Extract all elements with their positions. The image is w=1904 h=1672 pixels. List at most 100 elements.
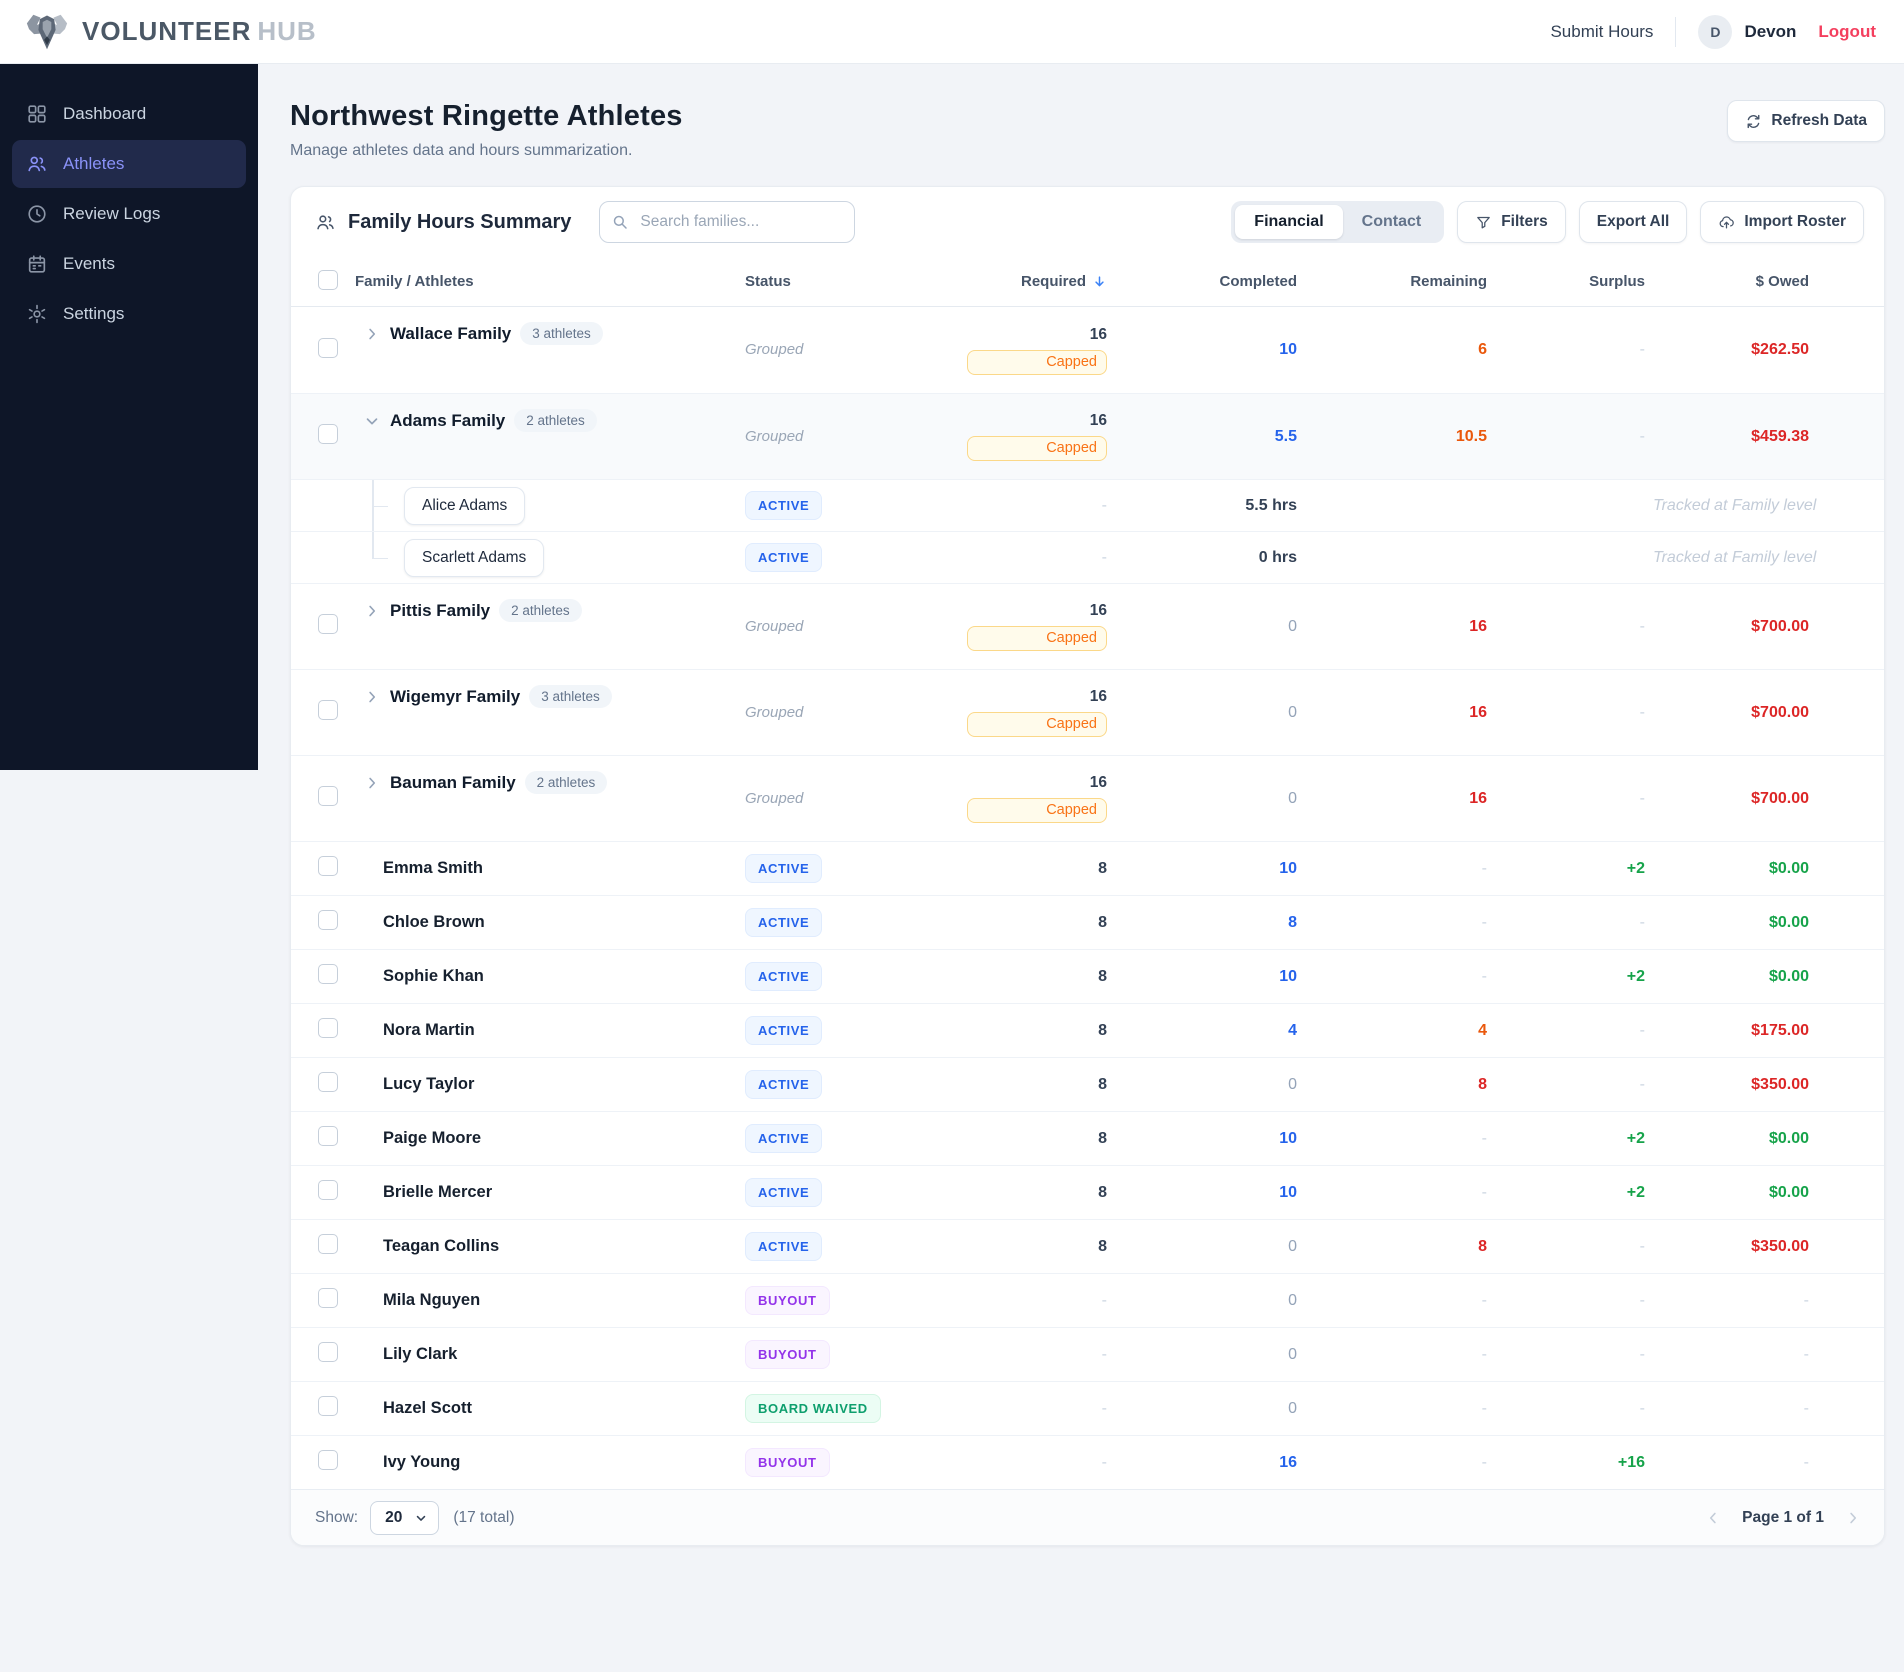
toggle-financial[interactable]: Financial	[1235, 205, 1343, 239]
row-checkbox[interactable]	[318, 1342, 338, 1362]
status-badge: BOARD WAIVED	[745, 1394, 881, 1423]
sidebar-item-review-logs[interactable]: Review Logs	[12, 190, 246, 238]
status-cell: BUYOUT	[741, 1448, 991, 1477]
chevron-right-icon[interactable]	[363, 325, 381, 343]
select-all-checkbox[interactable]	[318, 269, 338, 290]
user-menu[interactable]: D Devon	[1698, 14, 1796, 49]
completed-value: 0	[1288, 1237, 1297, 1255]
row-checkbox[interactable]	[318, 1396, 338, 1416]
athlete-chip[interactable]: Scarlett Adams	[404, 538, 545, 577]
capped-badge: Capped	[967, 712, 1107, 737]
athlete-chip[interactable]: Alice Adams	[404, 486, 526, 525]
sidebar-item-label: Athletes	[63, 154, 125, 173]
row-checkbox[interactable]	[318, 964, 338, 984]
owed-value: $350.00	[1751, 1237, 1809, 1255]
checkbox-cell	[291, 424, 347, 449]
row-checkbox[interactable]	[318, 786, 338, 806]
row-checkbox[interactable]	[318, 1450, 338, 1470]
row-checkbox[interactable]	[318, 1072, 338, 1092]
row-checkbox[interactable]	[318, 424, 338, 444]
athlete-name: Lily Clark	[383, 1345, 458, 1363]
chevron-right-icon[interactable]	[363, 688, 381, 706]
checkbox-cell	[291, 614, 347, 639]
checkbox-cell	[291, 1342, 347, 1367]
owed-cell: $0.00	[1649, 1130, 1813, 1148]
status-cell: ACTIVE	[741, 962, 991, 991]
row-checkbox[interactable]	[318, 337, 338, 358]
export-all-button[interactable]: Export All	[1578, 201, 1688, 243]
surplus-cell: +2	[1491, 860, 1649, 878]
owed-value: -	[1803, 1453, 1809, 1471]
page-title: Northwest Ringette Athletes	[290, 100, 683, 132]
name-cell: Ivy Young	[347, 1453, 741, 1472]
submit-hours-link[interactable]: Submit Hours	[1550, 21, 1654, 41]
total-count: (17 total)	[453, 1508, 515, 1526]
completed-cell: 0	[1111, 1076, 1301, 1094]
name-cell: Hazel Scott	[347, 1399, 741, 1418]
row-checkbox[interactable]	[318, 1180, 338, 1200]
completed-cell: 0	[1111, 618, 1301, 636]
view-toggle: Financial Contact	[1231, 201, 1445, 243]
chevron-right-icon[interactable]	[363, 774, 381, 792]
sidebar-item-dashboard[interactable]: Dashboard	[12, 90, 246, 138]
row-checkbox[interactable]	[318, 1288, 338, 1308]
sidebar-item-settings[interactable]: Settings	[12, 290, 246, 338]
row-checkbox[interactable]	[318, 1234, 338, 1254]
page-subtitle: Manage athletes data and hours summariza…	[290, 142, 633, 159]
checkbox-cell	[291, 1180, 347, 1205]
status-badge: BUYOUT	[745, 1448, 830, 1477]
row-checkbox[interactable]	[318, 1018, 338, 1038]
show-label: Show:	[315, 1508, 359, 1526]
row-checkbox[interactable]	[318, 910, 338, 930]
remaining-cell: -	[1301, 1130, 1491, 1148]
row-checkbox[interactable]	[318, 856, 338, 876]
page-size-select[interactable]: 20	[370, 1500, 440, 1535]
completed-cell: 0	[1111, 1238, 1301, 1256]
status-cell: ACTIVE	[741, 854, 991, 883]
search-input[interactable]	[599, 201, 856, 243]
sidebar-item-events[interactable]: Events	[12, 240, 246, 288]
completed-value: 4	[1288, 1021, 1297, 1039]
capped-badge: Capped	[967, 349, 1107, 375]
brand: VOLUNTEER HUB	[24, 11, 317, 53]
remaining-value: 8	[1478, 1075, 1487, 1093]
toggle-contact[interactable]: Contact	[1361, 213, 1422, 230]
status-cell: ACTIVE	[741, 1070, 991, 1099]
chevron-right-icon[interactable]	[363, 602, 381, 620]
remaining-value: -	[1481, 1399, 1487, 1417]
remaining-cell: -	[1301, 1346, 1491, 1364]
col-required[interactable]: Required	[991, 273, 1111, 290]
next-page-button[interactable]	[1844, 1509, 1862, 1527]
athlete-count-badge: 3 athletes	[520, 322, 603, 345]
sidebar-item-athletes[interactable]: Athletes	[12, 140, 246, 188]
completed-value: 0	[1288, 789, 1297, 807]
filters-button[interactable]: Filters	[1457, 201, 1566, 243]
remaining-cell: -	[1301, 1292, 1491, 1310]
refresh-icon	[1747, 114, 1760, 128]
row-checkbox[interactable]	[318, 614, 338, 634]
chevron-down-icon[interactable]	[363, 412, 381, 430]
owed-cell: -	[1649, 1454, 1813, 1472]
remaining-cell: -	[1301, 1184, 1491, 1202]
logout-link[interactable]: Logout	[1818, 21, 1876, 41]
table-row: Pittis Family 2 athletes Grouped 16 Capped 0 1…	[291, 583, 1884, 669]
prev-page-button[interactable]	[1704, 1509, 1722, 1527]
required-value: 16	[1089, 325, 1107, 343]
import-roster-button[interactable]: Import Roster	[1700, 201, 1864, 243]
sort-desc-icon	[1092, 274, 1107, 289]
required-cell: -	[991, 1346, 1111, 1364]
athlete-name: Nora Martin	[383, 1021, 475, 1039]
refresh-data-button[interactable]: Refresh Data	[1727, 100, 1885, 142]
top-header: VOLUNTEER HUB Submit Hours D Devon Logout	[0, 0, 1904, 64]
refresh-label: Refresh Data	[1771, 112, 1867, 129]
completed-value: 8	[1288, 913, 1297, 931]
status-cell: ACTIVE	[741, 1232, 991, 1261]
avatar: D	[1698, 14, 1733, 49]
athlete-name: Emma Smith	[383, 859, 483, 877]
col-remaining: Remaining	[1410, 273, 1487, 290]
completed-cell: 0	[1111, 704, 1301, 722]
surplus-cell: +16	[1491, 1454, 1649, 1472]
completed-value: 0	[1288, 1399, 1297, 1417]
row-checkbox[interactable]	[318, 700, 338, 720]
row-checkbox[interactable]	[318, 1126, 338, 1146]
